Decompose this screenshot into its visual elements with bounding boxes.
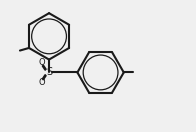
Text: S: S (46, 67, 52, 77)
Text: O: O (39, 58, 45, 67)
Text: O: O (39, 78, 45, 87)
